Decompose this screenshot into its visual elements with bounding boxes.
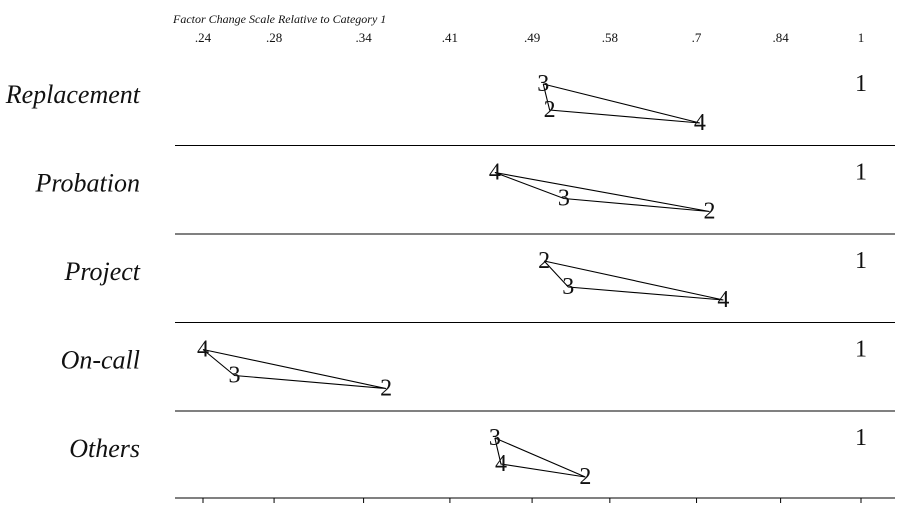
data-point-label: 1 xyxy=(855,71,867,97)
top-tick-labels: .24 .28 .34 .41 .49 .58 .7 .84 1 xyxy=(195,30,864,45)
data-point-label: 2 xyxy=(704,199,716,225)
row-on-call: On-call 1 43 2 xyxy=(61,323,895,402)
data-point-label: 4 xyxy=(694,110,706,136)
x-tick-label: 1 xyxy=(858,30,865,45)
data-point-label: 3 xyxy=(562,274,574,300)
chart-title: Factor Change Scale Relative to Category… xyxy=(172,12,386,26)
row-label: On-call xyxy=(61,346,140,375)
data-point-label: 2 xyxy=(380,376,392,402)
data-point-label: 4 xyxy=(495,451,507,477)
data-point-label: 2 xyxy=(579,464,591,490)
row-label: Probation xyxy=(35,169,140,198)
x-tick-label: .28 xyxy=(266,30,282,45)
row-others: Others 1 34 2 xyxy=(69,411,895,490)
data-point-label: 1 xyxy=(855,337,867,363)
data-point-label: 1 xyxy=(855,425,867,451)
series-connector xyxy=(495,173,710,212)
x-tick-label: .49 xyxy=(524,30,540,45)
series-connector xyxy=(543,84,700,123)
row-label: Project xyxy=(63,257,140,286)
data-point-label: 1 xyxy=(855,160,867,186)
x-tick-label: .58 xyxy=(602,30,618,45)
x-tick-label: .24 xyxy=(195,30,212,45)
data-point-label: 4 xyxy=(717,287,729,313)
data-point-label: 3 xyxy=(489,425,501,451)
data-point-label: 3 xyxy=(229,363,241,389)
row-replacement: Replacement 1 32 4 xyxy=(5,71,867,136)
data-point-label: 3 xyxy=(558,186,570,212)
x-tick-label: .7 xyxy=(692,30,702,45)
bottom-axis xyxy=(175,498,895,503)
data-point-label: 4 xyxy=(197,337,209,363)
data-point-label: 4 xyxy=(489,160,501,186)
row-probation: Probation 1 4 3 2 xyxy=(35,146,895,225)
x-tick-label: .41 xyxy=(442,30,458,45)
data-point-label: 1 xyxy=(855,248,867,274)
row-label: Others xyxy=(69,434,140,463)
data-point-label: 3 xyxy=(537,71,549,97)
row-label: Replacement xyxy=(5,80,141,109)
data-point-label: 2 xyxy=(538,248,550,274)
x-tick-label: .34 xyxy=(355,30,372,45)
row-project: Project 1 23 4 xyxy=(63,234,895,313)
series-connector xyxy=(495,438,585,477)
x-tick-label: .84 xyxy=(772,30,789,45)
data-point-label: 2 xyxy=(544,97,556,123)
